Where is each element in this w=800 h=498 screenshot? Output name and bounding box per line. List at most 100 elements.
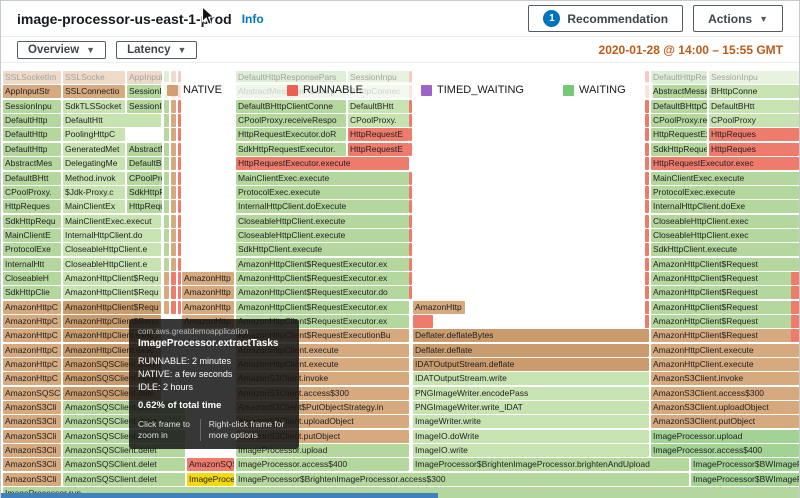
- flame-cell[interactable]: DefaultHttp: [3, 128, 61, 142]
- flame-cell[interactable]: SessionInpu: [3, 99, 61, 113]
- flame-cell-sliver[interactable]: [409, 257, 412, 271]
- flame-cell[interactable]: DefaultBHttpCl: [651, 99, 707, 113]
- flame-cell[interactable]: DefaultBH: [127, 157, 162, 171]
- flame-cell-sliver[interactable]: [164, 286, 169, 300]
- flame-cell[interactable]: AmazonHttpClient$Requ: [63, 300, 161, 314]
- flame-cell-sliver[interactable]: [164, 243, 169, 257]
- flame-cell[interactable]: AmazonHttp: [413, 300, 465, 314]
- flame-cell-sliver[interactable]: [645, 171, 649, 185]
- flame-cell[interactable]: CloseableHttpClient.exec: [651, 214, 799, 228]
- flame-cell-sliver[interactable]: [178, 128, 181, 142]
- flame-cell[interactable]: SessionInpu: [348, 71, 409, 84]
- flame-cell-sliver[interactable]: [178, 171, 181, 185]
- flame-cell-sliver[interactable]: [171, 200, 176, 214]
- flame-cell[interactable]: HttpRequestE: [348, 142, 409, 156]
- flame-cell-sliver[interactable]: [171, 99, 176, 113]
- flame-cell[interactable]: HttpRequestExecutor.exec: [651, 157, 799, 171]
- flame-cell[interactable]: AmazonHttpClient$Request: [651, 286, 799, 300]
- flame-cell[interactable]: ImageIO.doWrite: [413, 429, 649, 443]
- flame-cell[interactable]: CloseableHttpClient.e: [63, 243, 161, 257]
- flame-cell-sliver[interactable]: [178, 99, 181, 113]
- flame-cell[interactable]: ImageProcessor$BrightenImageProcessor.ac…: [236, 472, 689, 486]
- flame-cell[interactable]: AbstractMessa: [651, 85, 707, 99]
- flame-cell-sliver[interactable]: [171, 185, 176, 199]
- flame-cell[interactable]: DefaultHttpRe: [651, 71, 707, 84]
- flame-cell[interactable]: ProtocolExec.execute: [236, 185, 409, 199]
- flame-cell[interactable]: AmazonS3Cli: [3, 429, 61, 443]
- info-link[interactable]: Info: [241, 11, 264, 26]
- flame-cell[interactable]: AmazonHttpClient$Requ: [63, 286, 161, 300]
- flame-cell[interactable]: DefaultBHtt: [3, 171, 61, 185]
- flame-cell[interactable]: SessionInpu: [709, 71, 799, 84]
- flame-cell[interactable]: ImageProce: [187, 472, 234, 486]
- flame-cell[interactable]: ImageWriter.write: [413, 415, 649, 429]
- flame-cell[interactable]: HttpReques: [709, 128, 799, 142]
- flame-cell-sliver[interactable]: [178, 286, 181, 300]
- flame-cell[interactable]: AmazonHttpClient$RequestExecutor.do: [236, 286, 409, 300]
- flame-cell[interactable]: $Jdk-Proxy.c: [63, 185, 125, 199]
- flame-cell-sliver[interactable]: [178, 214, 181, 228]
- flame-cell[interactable]: AbstractMes: [3, 157, 61, 171]
- flame-cell-sliver[interactable]: [409, 171, 412, 185]
- flame-cell-sliver[interactable]: [645, 228, 649, 242]
- flame-cell[interactable]: AmazonHttpClient$RequestExecutor.ex: [236, 300, 409, 314]
- flame-cell-sliver[interactable]: [164, 114, 169, 127]
- flame-cell-sliver[interactable]: [413, 314, 433, 328]
- flame-cell[interactable]: Deflater.deflate: [413, 343, 649, 357]
- flame-cell[interactable]: ImageProcessor$BWImageProc: [691, 472, 799, 486]
- flame-cell[interactable]: AmazonSQSC: [187, 458, 234, 472]
- flame-cell[interactable]: Method.invok: [63, 171, 125, 185]
- flame-cell-sliver[interactable]: [164, 228, 169, 242]
- flame-cell-sliver[interactable]: [409, 185, 412, 199]
- flame-cell-sliver[interactable]: [171, 257, 176, 271]
- flame-cell[interactable]: CPoolProx: [127, 171, 162, 185]
- flame-cell[interactable]: HttpRequestE: [348, 128, 409, 142]
- flame-cell[interactable]: DefaultBHtt: [709, 99, 799, 113]
- flame-cell-sliver[interactable]: [178, 71, 181, 84]
- flame-cell-sliver[interactable]: [164, 71, 169, 84]
- overview-dropdown[interactable]: Overview ▼: [17, 40, 107, 59]
- flame-cell[interactable]: AmazonSQSClient.delet: [63, 458, 185, 472]
- flame-cell[interactable]: BHttpConne: [709, 85, 799, 99]
- flame-cell[interactable]: ProtocolExec.execute: [651, 185, 799, 199]
- flame-cell[interactable]: DelegatingMe: [63, 157, 125, 171]
- flame-cell[interactable]: ImageProcessor$BrightenImageProcessor.br…: [413, 458, 689, 472]
- flame-cell[interactable]: AmazonS3Cli: [3, 415, 61, 429]
- flame-cell[interactable]: AbstractM: [127, 142, 162, 156]
- flame-cell[interactable]: AmazonS3Cli: [3, 472, 61, 486]
- flame-cell[interactable]: DefaultHttp: [3, 114, 61, 127]
- flame-cell[interactable]: SdkHttpReques: [651, 142, 707, 156]
- flame-cell-sliver[interactable]: [171, 157, 176, 171]
- flame-cell[interactable]: CPoolProxy.rec: [651, 114, 707, 127]
- flame-cell-sliver[interactable]: [178, 300, 181, 314]
- flame-cell[interactable]: AmazonHttpClient$Request: [651, 314, 799, 328]
- flame-cell-sliver[interactable]: [164, 271, 169, 285]
- flame-cell[interactable]: SdkHttpRequestExecutor.: [236, 142, 346, 156]
- flame-cell-sliver[interactable]: [645, 286, 649, 300]
- flame-cell[interactable]: AmazonHttpC: [3, 314, 61, 328]
- flame-cell[interactable]: CPoolProxy.: [3, 185, 61, 199]
- flame-cell-sliver[interactable]: [645, 300, 649, 314]
- flame-cell[interactable]: AmazonHttp: [182, 300, 234, 314]
- flame-cell[interactable]: AmazonS3Cli: [3, 444, 61, 458]
- flame-cell[interactable]: AmazonHttpClient$Request: [651, 300, 799, 314]
- flame-cell-sliver[interactable]: [645, 257, 649, 271]
- flame-cell-sliver[interactable]: [409, 228, 412, 242]
- flame-cell[interactable]: SdkHttpRe: [127, 185, 162, 199]
- flame-cell[interactable]: SessionIn: [127, 85, 162, 99]
- flame-cell[interactable]: HttpReques: [3, 200, 61, 214]
- flame-cell-sliver[interactable]: [164, 257, 169, 271]
- flame-cell[interactable]: CPoolProxy.receiveRespo: [236, 114, 346, 127]
- flame-cell[interactable]: ProtocolExe: [3, 243, 61, 257]
- flame-cell-sliver[interactable]: [645, 99, 649, 113]
- flame-cell[interactable]: DefaultHttp: [3, 142, 61, 156]
- flame-cell[interactable]: MainClientEx: [63, 200, 125, 214]
- flame-cell[interactable]: InternalHtt: [3, 257, 61, 271]
- flame-cell[interactable]: CloseableHttpClient.e: [63, 257, 161, 271]
- flame-cell-sliver[interactable]: [164, 128, 169, 142]
- flame-cell-sliver[interactable]: [409, 286, 412, 300]
- flame-cell-sliver[interactable]: [171, 128, 176, 142]
- flame-cell[interactable]: SdkHttpClient.execute: [236, 243, 409, 257]
- flame-cell[interactable]: PoolingHttpC: [63, 128, 125, 142]
- flame-cell[interactable]: CPoolProxy: [709, 114, 799, 127]
